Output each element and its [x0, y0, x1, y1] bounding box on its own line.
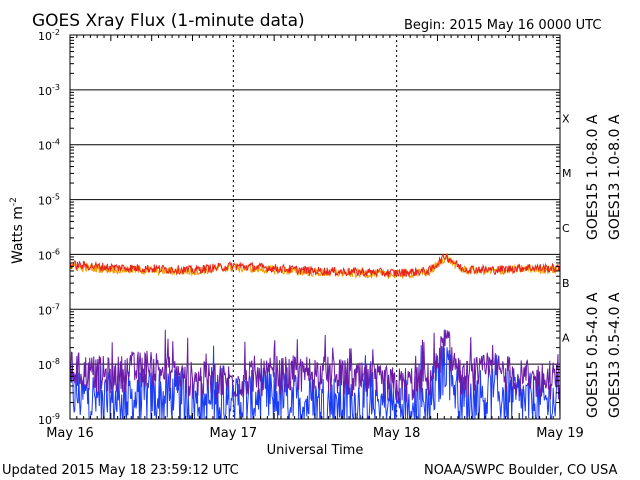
legend-goes15-long: GOES15 1.0-8.0 A	[585, 114, 601, 240]
legend-goes13-short: GOES13 0.5-4.0 A	[607, 292, 623, 418]
y-axis-label-text: Watts m	[10, 206, 26, 264]
y-tick-exponent: -6	[52, 247, 60, 256]
x-axis-ticks: May 16 May 17 May 18 May 19	[46, 35, 584, 441]
y-tick-label: 10-4	[38, 138, 60, 153]
y-tick-label: 10-3	[38, 83, 60, 98]
y-tick-base: 10	[38, 414, 52, 427]
y-tick-exponent: -2	[52, 28, 60, 37]
series-line-3	[69, 329, 561, 403]
y-axis-ticks: 10-210-310-410-510-610-710-810-9	[38, 28, 560, 427]
y-tick-base: 10	[38, 195, 52, 208]
y-tick-exponent: -3	[52, 83, 60, 92]
y-axis-label: Watts m-2	[9, 197, 26, 264]
legend-goes13-long: GOES13 1.0-8.0 A	[607, 114, 623, 240]
y-tick-base: 10	[38, 85, 52, 98]
y-tick-label: 10-8	[38, 357, 60, 372]
y-tick-base: 10	[38, 249, 52, 262]
legend-goes15-short: GOES15 0.5-4.0 A	[585, 292, 601, 418]
series-line-1	[69, 253, 561, 280]
y-tick-label: 10-9	[38, 412, 60, 427]
flare-class-x: X	[562, 112, 570, 125]
flare-class-a: A	[562, 332, 570, 345]
updated-time: Updated 2015 May 18 23:59:12 UTC	[2, 463, 239, 478]
x-tick-label: May 16	[46, 426, 94, 441]
chart-title: GOES Xray Flux (1-minute data)	[32, 11, 305, 31]
y-tick-exponent: -5	[52, 193, 60, 202]
y-tick-label: 10-2	[38, 28, 60, 43]
y-tick-label: 10-5	[38, 193, 60, 208]
x-tick-label: May 18	[373, 426, 421, 441]
flare-class-m: M	[562, 167, 572, 180]
y-tick-label: 10-7	[38, 302, 60, 317]
y-tick-base: 10	[38, 140, 52, 153]
x-tick-label: May 17	[210, 426, 258, 441]
x-tick-label: May 19	[536, 426, 584, 441]
y-tick-base: 10	[38, 359, 52, 372]
y-tick-base: 10	[38, 304, 52, 317]
series-line-0	[69, 252, 561, 278]
y-tick-base: 10	[38, 30, 52, 43]
credit: NOAA/SWPC Boulder, CO USA	[424, 463, 617, 478]
y-axis-label-exponent: -2	[9, 197, 19, 206]
begin-time: Begin: 2015 May 16 0000 UTC	[404, 18, 601, 33]
x-axis-label: Universal Time	[267, 443, 364, 458]
y-tick-exponent: -8	[52, 357, 60, 366]
y-tick-exponent: -9	[52, 412, 60, 421]
y-tick-exponent: -7	[52, 302, 60, 311]
flare-class-c: C	[562, 222, 570, 235]
flare-class-labels: X M C B A	[562, 112, 572, 344]
y-tick-label: 10-6	[38, 247, 60, 262]
flare-class-b: B	[562, 277, 570, 290]
y-tick-exponent: -4	[52, 138, 60, 147]
series-layer	[69, 252, 561, 421]
